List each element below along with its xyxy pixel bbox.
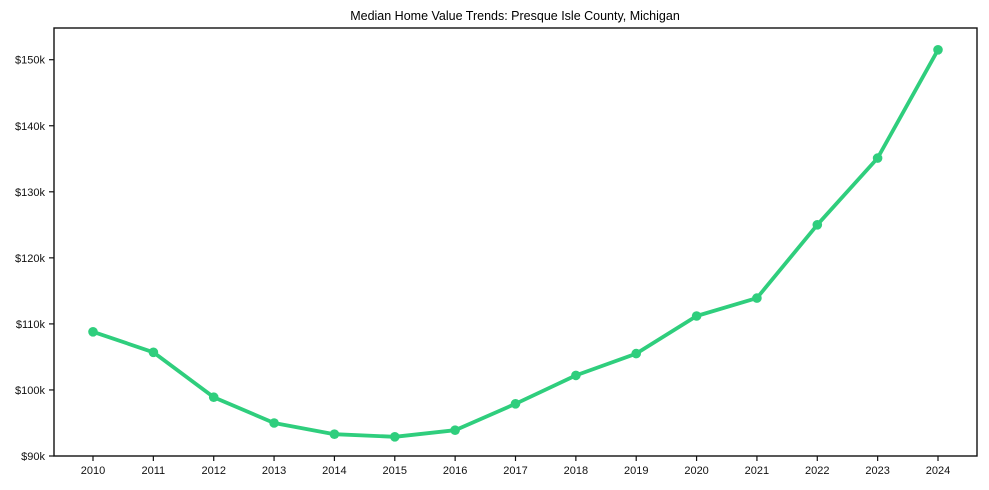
y-tick-label: $100k	[15, 385, 45, 397]
x-tick-label: 2011	[142, 465, 166, 477]
x-tick-label: 2012	[201, 465, 225, 477]
data-point-marker	[631, 348, 641, 359]
data-point-marker	[691, 311, 702, 321]
y-tick-label: $90k	[21, 451, 45, 463]
data-point-marker	[148, 347, 159, 358]
data-point-marker	[88, 327, 98, 337]
data-point-marker	[510, 399, 521, 409]
y-tick-label: $110k	[16, 319, 46, 331]
data-point-marker	[872, 153, 883, 163]
plot-area: $90k $100k $110k $120k $130k $140k $150k 2010 20…	[15, 27, 978, 477]
x-tick-label: 2016	[443, 465, 467, 477]
data-point-marker	[571, 370, 581, 381]
data-point-marker	[812, 220, 823, 230]
x-tick-label: 2024	[926, 465, 950, 477]
x-tick-label: 2022	[805, 465, 829, 477]
x-tick-label: 2010	[81, 465, 105, 477]
x-tick-label: 2019	[624, 465, 648, 477]
data-point-marker	[329, 429, 340, 440]
x-tick-label: 2015	[383, 465, 407, 477]
x-tick-label: 2013	[262, 465, 286, 477]
data-point-marker	[450, 425, 460, 436]
x-tick-label: 2017	[503, 465, 527, 477]
plot-border	[53, 27, 978, 457]
data-point-marker	[390, 432, 400, 442]
data-point-marker	[933, 45, 943, 55]
x-tick-label: 2020	[684, 465, 708, 477]
x-tick-label: 2014	[322, 465, 346, 477]
chart-title: Median Home Value Trends: Presque Isle C…	[350, 9, 680, 23]
y-tick-label: $140k	[15, 121, 45, 133]
data-point-marker	[752, 293, 762, 303]
trend-line	[91, 47, 940, 439]
data-point-marker	[269, 418, 279, 428]
y-tick-label: $150k	[15, 55, 45, 67]
x-tick-label: 2021	[745, 465, 769, 477]
y-tick-label: $120k	[15, 253, 45, 265]
x-tick-label: 2018	[564, 465, 588, 477]
y-tick-label: $130k	[15, 187, 45, 199]
data-point-marker	[208, 392, 219, 403]
x-tick-label: 2023	[865, 465, 889, 477]
